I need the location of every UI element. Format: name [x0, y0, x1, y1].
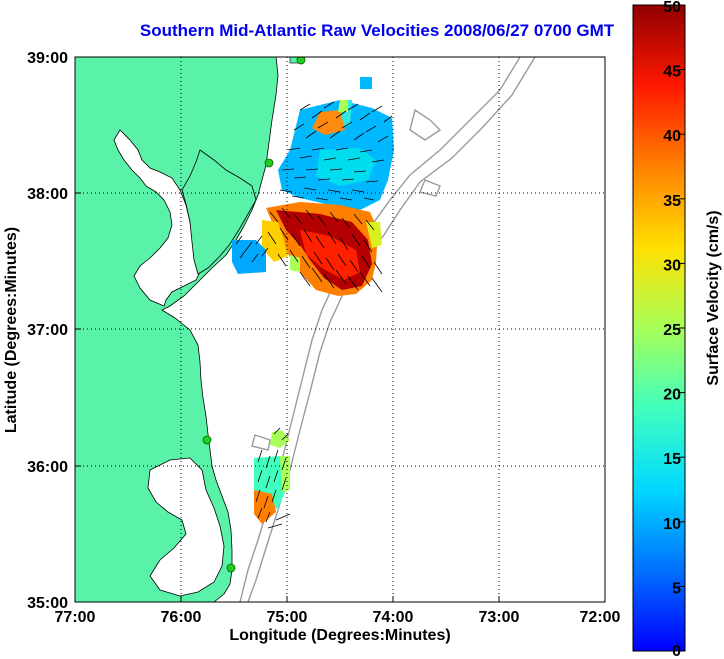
colorbar-tick-labels: 50 45 40 35 30 25 20 15 10 5 0 [663, 0, 681, 659]
velocity-field [232, 77, 394, 524]
colorbar-tick-label: 0 [672, 643, 681, 659]
velocity-vectors [235, 101, 393, 529]
x-tick-label: 76:00 [161, 609, 202, 626]
colorbar-label: Surface Velocity (cm/s) [705, 210, 722, 385]
y-axis-label: Latitude (Degrees:Minutes) [3, 227, 20, 433]
grid-lines [75, 57, 605, 602]
x-tick-label: 75:00 [267, 609, 308, 626]
colorbar-tick-label: 15 [663, 451, 681, 468]
colorbar-tick-label: 10 [663, 516, 681, 533]
colorbar [632, 4, 686, 652]
colorbar-tick-label: 20 [663, 387, 681, 404]
colorbar-tick-label: 35 [663, 193, 681, 210]
colorbar-tick-label: 30 [663, 257, 681, 274]
hf-radar-stations [202, 57, 306, 573]
y-tick-label: 37:00 [27, 322, 68, 339]
x-tick-label: 73:00 [479, 609, 520, 626]
y-tick-label: 35:00 [27, 595, 68, 612]
map-title: Southern Mid-Atlantic Raw Velocities 200… [139, 21, 615, 40]
x-tick-label: 77:00 [55, 609, 96, 626]
pamlico-sound [147, 457, 225, 597]
y-tick-label: 39:00 [27, 50, 68, 67]
x-tick-label: 72:00 [580, 609, 621, 626]
y-tick-label: 36:00 [27, 459, 68, 476]
colorbar-tick-label: 50 [663, 0, 681, 16]
colorbar-tick-label: 45 [663, 64, 681, 81]
station-marker [296, 57, 306, 65]
x-axis-ticks: 77:00 76:00 75:00 74:00 73:00 72:00 [55, 609, 621, 626]
y-axis-ticks: 39:00 38:00 37:00 36:00 35:00 [27, 50, 68, 612]
y-tick-label: 38:00 [27, 186, 68, 203]
delmarva-peninsula [181, 149, 257, 275]
colorbar-tick-label: 5 [672, 580, 681, 597]
chesapeake-bay [113, 129, 201, 307]
station-marker [226, 563, 236, 573]
station-marker [202, 435, 212, 445]
station-marker [264, 158, 274, 168]
colorbar-tick-label: 40 [663, 128, 681, 145]
colorbar-tick-label: 25 [663, 322, 681, 339]
axis-ticks [74, 56, 606, 603]
x-axis-label: Longitude (Degrees:Minutes) [229, 627, 450, 644]
x-tick-label: 74:00 [373, 609, 414, 626]
colorbar-ticks [679, 4, 685, 652]
